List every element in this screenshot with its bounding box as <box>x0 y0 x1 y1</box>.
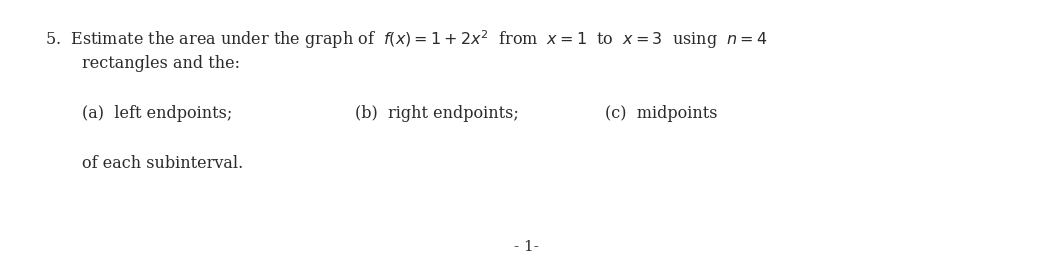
Text: of each subinterval.: of each subinterval. <box>82 155 243 172</box>
Text: (a)  left endpoints;: (a) left endpoints; <box>82 105 232 122</box>
Text: (c)  midpoints: (c) midpoints <box>605 105 717 122</box>
Text: (b)  right endpoints;: (b) right endpoints; <box>355 105 519 122</box>
Text: - 1-: - 1- <box>513 240 539 254</box>
Text: rectangles and the:: rectangles and the: <box>82 55 240 72</box>
Text: 5.  Estimate the area under the graph of  $f(x) = 1 + 2x^2$  from  $x = 1$  to  : 5. Estimate the area under the graph of … <box>45 28 768 51</box>
